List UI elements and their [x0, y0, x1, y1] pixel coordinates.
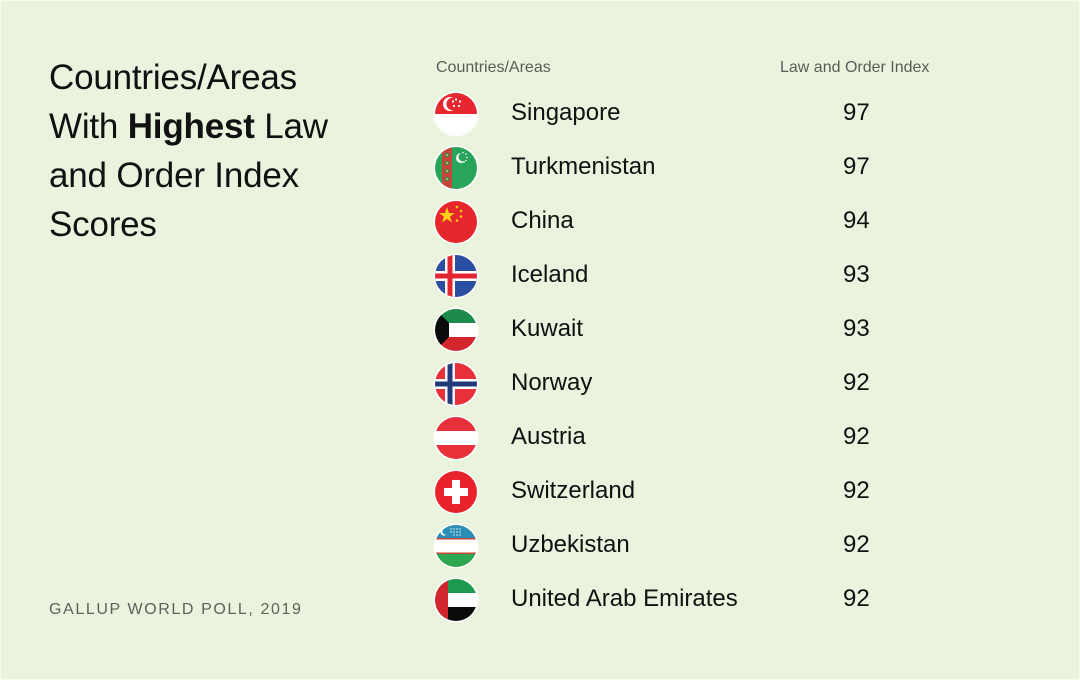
title-line-4: Scores	[49, 205, 157, 244]
country-name: Uzbekistan	[511, 531, 630, 558]
norway-flag-icon	[435, 363, 477, 405]
index-value: 97	[843, 99, 870, 126]
table-row: Austria 92	[435, 417, 955, 461]
country-name: Turkmenistan	[511, 153, 656, 180]
table-row: Turkmenistan 97	[435, 147, 955, 191]
title-highlight: Highest	[127, 107, 255, 146]
index-value: 92	[843, 531, 870, 558]
iceland-flag-icon	[435, 255, 477, 297]
country-name: Norway	[511, 369, 593, 396]
index-value: 93	[843, 315, 870, 342]
index-value: 93	[843, 261, 870, 288]
table-row: Singapore 97	[435, 93, 955, 137]
country-name: Kuwait	[511, 315, 584, 342]
country-name: Singapore	[511, 99, 621, 126]
kuwait-flag-icon	[435, 309, 477, 351]
index-value: 92	[843, 585, 870, 612]
table-row: Kuwait 93	[435, 309, 955, 353]
table-row: Switzerland 92	[435, 471, 955, 515]
page-title: Countries/Areas With Highest Law and Ord…	[49, 53, 389, 249]
column-header-index: Law and Order Index	[780, 59, 930, 76]
title-line-1: Countries/Areas	[49, 58, 297, 97]
index-value: 92	[843, 477, 870, 504]
source-note: GALLUP WORLD POLL, 2019	[49, 601, 303, 618]
country-name: United Arab Emirates	[511, 585, 738, 612]
table-row: China 94	[435, 201, 955, 245]
uzbekistan-flag-icon	[435, 525, 477, 567]
table-row: United Arab Emirates 92	[435, 579, 955, 623]
index-value: 92	[843, 369, 870, 396]
uae-flag-icon	[435, 579, 477, 621]
country-name: Austria	[511, 423, 586, 450]
index-value: 94	[843, 207, 870, 234]
country-name: Iceland	[511, 261, 589, 288]
table-row: Iceland 93	[435, 255, 955, 299]
turkmenistan-flag-icon	[435, 147, 477, 189]
table-row: Norway 92	[435, 363, 955, 407]
austria-flag-icon	[435, 417, 477, 459]
switzerland-flag-icon	[435, 471, 477, 513]
index-value: 97	[843, 153, 870, 180]
china-flag-icon	[435, 201, 477, 243]
country-name: Switzerland	[511, 477, 636, 504]
column-header-country: Countries/Areas	[436, 59, 551, 76]
title-line-2: With Highest Law	[49, 107, 328, 146]
table-row: Uzbekistan 92	[435, 525, 955, 569]
index-value: 92	[843, 423, 870, 450]
singapore-flag-icon	[435, 93, 477, 135]
country-name: China	[511, 207, 574, 234]
title-line-3: and Order Index	[49, 156, 299, 195]
